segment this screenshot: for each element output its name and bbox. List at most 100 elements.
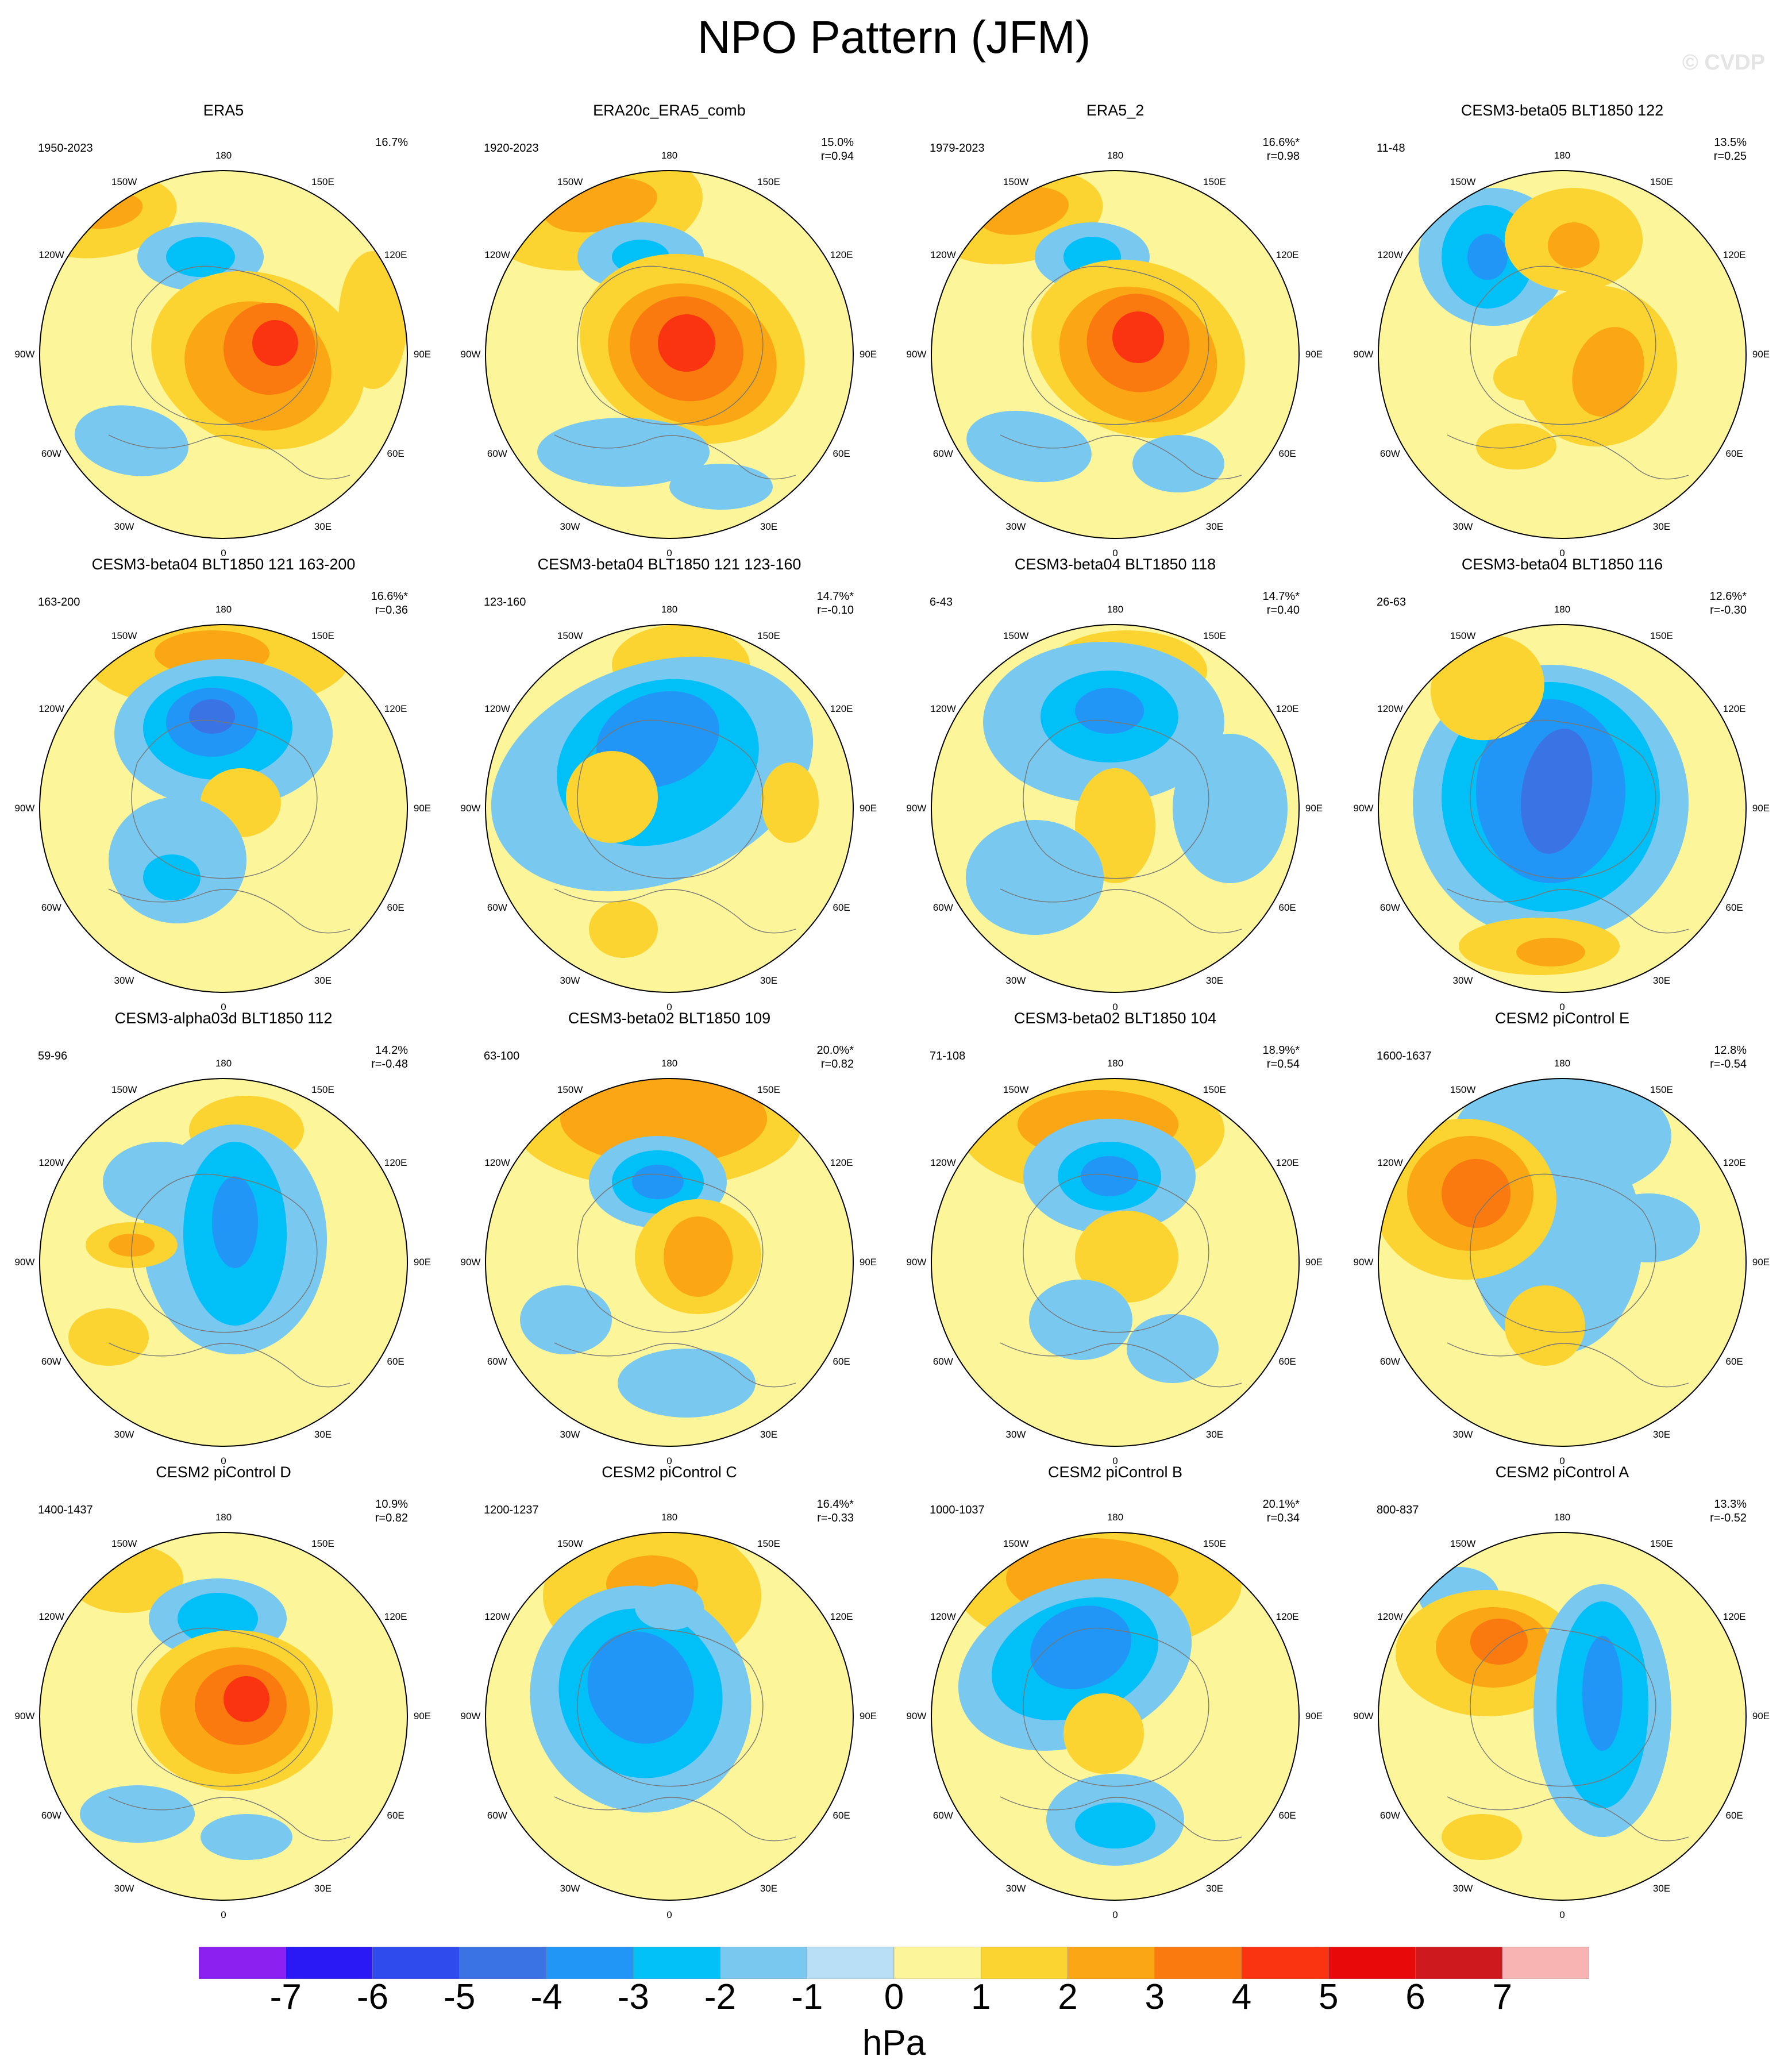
longitude-label: 180 (215, 1512, 232, 1523)
longitude-label: 30E (1205, 521, 1224, 532)
panel-correlation: r=-0.33 (817, 1512, 854, 1524)
map-border (485, 624, 854, 993)
anomaly-contour (664, 1216, 733, 1297)
anomaly-contour (1505, 1285, 1585, 1366)
map-panel: ERA5 1950-2023 16.7% 180 150E 120E 90E 60E 30E 0 3… (0, 101, 447, 559)
longitude-label: 150E (311, 1538, 334, 1550)
longitude-label: 60E (387, 1356, 404, 1367)
polar-map (485, 624, 854, 993)
colorbar-tick-label: 3 (1145, 1977, 1165, 2017)
panel-title: CESM2 piControl C (602, 1464, 737, 1481)
colorbar-tick-label: 0 (884, 1977, 904, 2017)
map-panel: CESM3-beta02 BLT1850 109 63-100 20.0%* r=0.… (446, 1008, 893, 1466)
longitude-label: 90E (1752, 1711, 1770, 1721)
map-border (485, 1532, 854, 1901)
longitude-label: 30E (314, 975, 332, 986)
longitude-label: 30W (1005, 975, 1026, 986)
longitude-label: 90E (1752, 349, 1770, 360)
longitude-label: 60E (387, 448, 404, 459)
longitude-label: 60E (1725, 1356, 1743, 1367)
longitude-label: 60E (1725, 1810, 1743, 1821)
panel-correlation: r=-0.10 (817, 604, 854, 617)
map-border (931, 624, 1300, 993)
longitude-label: 90W (1353, 1711, 1374, 1721)
panel-period: 800-837 (1377, 1504, 1419, 1516)
panel-period: 1400-1437 (38, 1504, 93, 1516)
longitude-label: 60E (833, 1810, 850, 1821)
longitude-label: 150W (557, 630, 583, 642)
anomaly-contour (1075, 1803, 1155, 1848)
coastline (1447, 434, 1689, 480)
longitude-label: 120W (484, 249, 510, 260)
longitude-label: 90E (1305, 349, 1323, 360)
anomaly-contour (537, 418, 710, 487)
panel-variance: 13.5% (1714, 136, 1747, 149)
longitude-label: 150W (111, 1084, 137, 1096)
longitude-label: 0 (1112, 1909, 1118, 1920)
panel-variance: 13.3% (1714, 1498, 1747, 1511)
longitude-label: 0 (221, 1455, 226, 1466)
longitude-label: 120E (1276, 1611, 1299, 1622)
polar-map (39, 624, 408, 993)
longitude-label: 120W (484, 1157, 510, 1168)
anomaly-contour (669, 464, 773, 510)
panel-variance: 12.8% (1714, 1044, 1747, 1057)
longitude-label: 120E (830, 1157, 853, 1168)
longitude-label: 30W (1452, 1882, 1473, 1894)
map-panel: CESM3-beta04 BLT1850 121 123-160 123-160 1… (446, 554, 893, 1012)
anomaly-contour (560, 1079, 767, 1165)
panel-title: CESM2 piControl B (1047, 1464, 1183, 1481)
coastline (131, 1627, 318, 1787)
longitude-label: 60W (932, 1356, 953, 1367)
longitude-label: 90W (460, 1711, 481, 1721)
colorbar-segment (633, 1947, 720, 1979)
coastline (1000, 888, 1242, 934)
panel-correlation: r=0.25 (1713, 150, 1747, 163)
panel-period: 1000-1037 (930, 1504, 985, 1516)
longitude-label: 120W (38, 249, 64, 260)
longitude-label: 30E (1652, 1882, 1671, 1894)
panel-period: 1950-2023 (38, 142, 93, 155)
longitude-label: 60W (487, 1356, 507, 1367)
longitude-label: 90E (413, 1257, 431, 1268)
longitude-label: 180 (215, 1058, 232, 1069)
longitude-label: 0 (666, 1455, 672, 1466)
longitude-label: 60W (1379, 902, 1400, 913)
anomaly-contour (1582, 1636, 1623, 1751)
coastline (1000, 1342, 1242, 1388)
anomaly-contour (635, 1584, 704, 1630)
panel-title: CESM3-beta02 BLT1850 109 (568, 1010, 771, 1027)
longitude-label: 0 (666, 548, 672, 559)
longitude-label: 30E (1652, 521, 1671, 532)
panel-correlation: r=0.94 (820, 150, 854, 163)
longitude-label: 150E (1650, 630, 1673, 642)
longitude-label: 150W (1450, 630, 1476, 642)
anomaly-contour (1470, 1619, 1528, 1665)
longitude-label: 90E (859, 803, 877, 814)
anomaly-contour (68, 1308, 149, 1366)
longitude-label: 60W (487, 902, 507, 913)
anomaly-contour (1516, 938, 1585, 966)
longitude-label: 180 (661, 1058, 678, 1069)
anomaly-contour (223, 1676, 269, 1722)
longitude-label: 120E (830, 249, 853, 260)
anomaly-contour (1442, 1159, 1510, 1228)
polar-map (1378, 1078, 1747, 1447)
longitude-label: 30W (560, 1882, 580, 1894)
colorbar-segment (1415, 1947, 1502, 1979)
map-panel: CESM2 piControl A 800-837 13.3% r=-0.52 180 1… (1339, 1462, 1786, 1920)
panel-title: CESM2 piControl D (156, 1464, 291, 1481)
longitude-label: 90E (859, 1711, 877, 1721)
longitude-label: 0 (1559, 1455, 1565, 1466)
polar-map (1378, 170, 1747, 539)
colorbar-tick-label: -7 (269, 1977, 302, 2017)
longitude-label: 120W (38, 703, 64, 714)
longitude-label: 60E (1278, 448, 1296, 459)
longitude-label: 90E (1305, 803, 1323, 814)
panel-variance: 15.0% (821, 136, 854, 149)
panel-variance: 16.4%* (816, 1498, 854, 1511)
longitude-label: 150W (1450, 176, 1476, 188)
colorbar-tick-label: 1 (971, 1977, 991, 2017)
longitude-label: 30W (114, 521, 134, 532)
map-border (1378, 1078, 1747, 1447)
